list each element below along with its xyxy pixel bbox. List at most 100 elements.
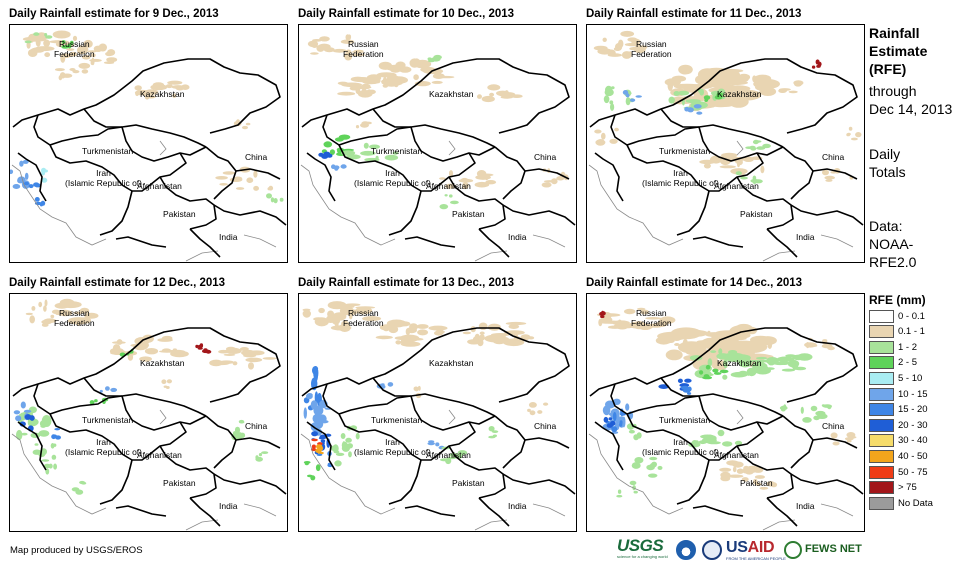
rainfall-cell (848, 126, 853, 131)
rainfall-map-panel: Russian Federation Kazakhstan Turkmenistan… (586, 24, 865, 263)
rainfall-cell (23, 409, 32, 413)
rainfall-cell (824, 175, 835, 180)
rainfall-cell (796, 353, 813, 361)
rainfall-cell (376, 72, 397, 78)
rainfall-cell (811, 65, 816, 69)
rainfall-cell (417, 329, 429, 336)
country-label-kazakhstan: Kazakhstan (717, 358, 762, 368)
rainfall-cell (340, 39, 355, 44)
rainfall-cell (58, 75, 63, 81)
rainfall-cell (413, 386, 419, 392)
country-boundary (83, 377, 207, 417)
rainfall-cell (752, 139, 759, 145)
rainfall-cell (677, 90, 690, 96)
rainfall-cell (674, 343, 680, 346)
rainfall-cell (31, 306, 36, 311)
rainfall-cell (593, 45, 608, 51)
rainfall-cell (611, 426, 618, 433)
rainfall-cell (262, 357, 277, 360)
rainfall-cell (805, 342, 810, 349)
legend-swatch (869, 496, 894, 510)
rainfall-cell (543, 402, 549, 406)
rainfall-cell (384, 154, 399, 161)
rainfall-cell (607, 53, 623, 57)
country-label-pakistan: Pakistan (452, 209, 485, 219)
country-boundary (99, 459, 133, 505)
country-boundary (502, 473, 576, 495)
panel-title: Daily Rainfall estimate for 10 Dec., 201… (298, 8, 515, 20)
rainfall-cell (756, 146, 766, 150)
rainfall-cell (657, 331, 689, 341)
legend-label: 2 - 5 (898, 357, 918, 369)
legend-label: 0 - 0.1 (898, 310, 925, 322)
rainfall-cell (32, 449, 42, 455)
rainfall-cell (318, 307, 325, 314)
legend-label: No Data (898, 497, 933, 509)
country-label-pakistan: Pakistan (163, 478, 196, 488)
rainfall-cell (41, 323, 49, 327)
country-label-russia: Russian Federation (54, 308, 95, 328)
rainfall-cell (16, 429, 23, 441)
rainfall-cell (687, 386, 692, 392)
rainfall-cell (180, 84, 190, 90)
rainfall-cell (381, 78, 398, 85)
country-label-china: China (534, 152, 557, 162)
rainfall-cell (34, 46, 55, 52)
rainfall-cell (245, 357, 263, 363)
rainfall-cell (144, 89, 159, 95)
country-label-india: India (508, 232, 527, 242)
rainfall-cell (331, 164, 336, 169)
country-boundary (709, 421, 764, 461)
rainfall-cell (749, 145, 756, 149)
fews-globe-icon (784, 541, 802, 559)
rainfall-cell (645, 317, 662, 320)
coastline (588, 409, 854, 531)
rainfall-cell (707, 441, 721, 445)
rainfall-cell (41, 167, 47, 174)
rainfall-cell (629, 480, 637, 486)
rainfall-cell (52, 30, 71, 39)
rainfall-cell (622, 416, 626, 428)
rainfall-cell (363, 142, 369, 149)
rainfall-cell (716, 92, 724, 97)
rainfall-cell (718, 348, 723, 355)
country-label-russia: Russian Federation (54, 39, 95, 59)
rainfall-cell (241, 349, 256, 356)
legend-swatch (869, 387, 894, 401)
country-boundary (589, 327, 858, 403)
rainfall-cell (684, 378, 692, 383)
country-boundary (448, 176, 506, 230)
rainfall-cell (457, 450, 468, 456)
data-source-line-1: Data: (869, 218, 903, 234)
country-label-turkmenistan: Turkmenistan (371, 146, 423, 156)
country-boundary (159, 445, 217, 499)
rainfall-cell (52, 443, 57, 447)
rainfall-cell (810, 405, 818, 412)
rainfall-cell (61, 53, 71, 58)
country-boundary (736, 176, 794, 230)
legend-swatch (869, 340, 894, 354)
rainfall-cell (348, 451, 352, 458)
rainfall-cell (677, 378, 683, 383)
rainfall-cell (144, 348, 159, 355)
rainfall-cell (491, 430, 499, 433)
rainfall-cell (340, 433, 346, 439)
rainfall-cell (728, 350, 738, 355)
rainfall-cell (106, 57, 118, 63)
rainfall-cell (150, 84, 168, 91)
rainfall-cell (226, 346, 236, 351)
rainfall-cell (696, 111, 703, 115)
rainfall-cell (61, 40, 66, 44)
country-boundary (698, 395, 784, 431)
rainfall-cell (165, 386, 170, 389)
rainfall-cell (43, 463, 51, 469)
rainfall-cell (253, 185, 259, 191)
country-label-turkmenistan: Turkmenistan (659, 146, 711, 156)
rainfall-cell (505, 321, 527, 326)
rainfall-cell (355, 306, 376, 309)
rainfall-cell (333, 450, 340, 454)
rainfall-cell (612, 411, 617, 422)
rainfall-cell (222, 171, 236, 175)
rainfall-cell (427, 441, 435, 446)
country-label-india: India (219, 232, 238, 242)
